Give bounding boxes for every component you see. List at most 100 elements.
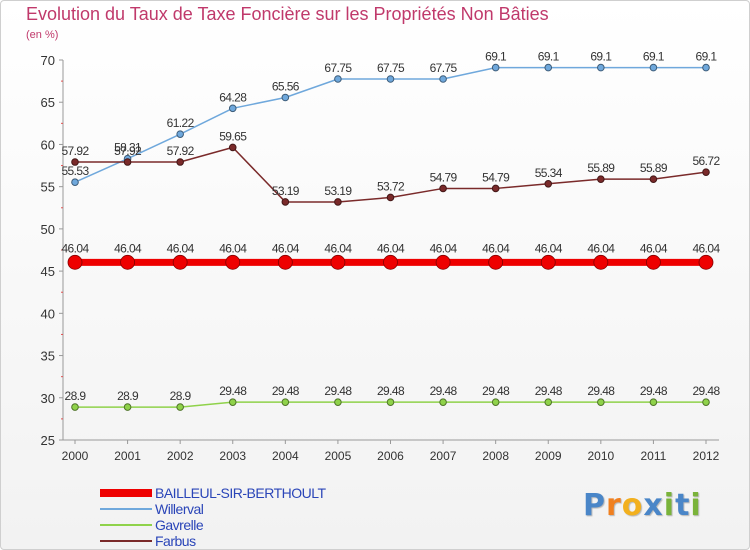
- data-point: [544, 398, 553, 406]
- data-point: [281, 198, 290, 206]
- brand-letter: x: [643, 488, 664, 523]
- data-label: 53.19: [324, 184, 352, 198]
- data-point: [123, 158, 132, 166]
- data-point: [491, 63, 500, 72]
- data-point: [597, 175, 605, 183]
- data-label: 46.04: [482, 241, 510, 255]
- y-tick-label: 50: [41, 222, 55, 237]
- brand-letter: i: [690, 488, 702, 523]
- data-point: [386, 75, 395, 83]
- legend: BAILLEUL-SIR-BERTHOULT Willerval Gavrelle F…: [100, 485, 326, 549]
- data-point: [383, 254, 398, 270]
- data-label: 57.92: [61, 144, 89, 158]
- data-label: 64.28: [219, 90, 247, 104]
- data-label: 29.48: [587, 384, 615, 398]
- data-label: 29.48: [272, 384, 300, 398]
- y-tick-label: 70: [41, 53, 55, 68]
- data-point: [71, 403, 79, 411]
- data-point: [698, 254, 714, 270]
- y-tick-label: 55: [41, 180, 55, 195]
- data-label: 69.1: [485, 50, 507, 64]
- chart-unit: (en %): [26, 29, 59, 41]
- legend-item: Farbus: [100, 533, 326, 549]
- data-point: [176, 130, 184, 138]
- data-label: 46.04: [587, 241, 615, 255]
- data-label: 57.92: [114, 144, 142, 158]
- data-point: [593, 254, 609, 270]
- data-label: 69.1: [696, 50, 718, 64]
- data-point: [172, 254, 188, 270]
- legend-label: Gavrelle: [155, 517, 204, 533]
- data-label: 46.04: [430, 241, 458, 255]
- data-label: 46.04: [219, 241, 247, 255]
- y-tick-label: 30: [41, 391, 55, 406]
- data-point: [334, 75, 342, 83]
- x-tick-label: 2008: [482, 449, 509, 463]
- brand-letter: t: [675, 488, 691, 523]
- data-label: 29.48: [377, 384, 405, 398]
- data-label: 69.1: [590, 50, 612, 64]
- data-point: [228, 104, 237, 113]
- brand-letter: P: [583, 488, 606, 523]
- data-point: [281, 398, 290, 406]
- data-point: [120, 254, 135, 270]
- data-label: 55.53: [61, 164, 89, 178]
- data-label: 53.72: [377, 179, 405, 193]
- data-label: 61.22: [167, 116, 195, 130]
- data-point: [491, 184, 500, 193]
- data-label: 55.89: [640, 161, 668, 175]
- legend-swatch: [100, 524, 152, 526]
- y-tick-label: 45: [41, 264, 55, 279]
- x-tick-label: 2003: [219, 449, 246, 463]
- data-label: 28.9: [117, 389, 139, 403]
- data-label: 46.04: [272, 241, 300, 255]
- data-label: 58.31: [114, 141, 142, 155]
- data-label: 56.72: [692, 154, 720, 168]
- data-label: 46.04: [535, 241, 563, 255]
- data-point: [649, 175, 658, 183]
- data-point: [702, 398, 710, 406]
- data-point: [439, 75, 447, 83]
- data-point: [544, 63, 553, 72]
- data-point: [330, 254, 346, 270]
- legend-label: Farbus: [155, 533, 196, 549]
- data-point: [649, 398, 658, 406]
- x-tick-label: 2011: [641, 449, 667, 463]
- data-label: 46.04: [61, 241, 89, 255]
- data-point: [123, 403, 132, 411]
- data-point: [334, 398, 342, 406]
- y-tick-label: 65: [41, 95, 55, 110]
- brand-letter: o: [621, 488, 644, 523]
- y-tick-label: 25: [41, 433, 55, 448]
- data-label: 29.48: [535, 384, 563, 398]
- data-label: 28.9: [170, 389, 192, 403]
- data-point: [176, 158, 184, 166]
- brand-logo: Proxiti: [583, 488, 702, 523]
- data-label: 67.75: [377, 61, 405, 75]
- legend-item: BAILLEUL-SIR-BERTHOULT: [100, 485, 326, 501]
- x-tick-label: 2010: [587, 449, 614, 463]
- brand-letter: r: [606, 488, 622, 523]
- data-point: [646, 254, 661, 270]
- data-label: 29.48: [219, 384, 247, 398]
- data-label: 69.1: [538, 50, 560, 64]
- data-label: 28.9: [65, 389, 87, 403]
- data-label: 55.89: [587, 161, 615, 175]
- brand-letter: i: [663, 488, 676, 523]
- data-label: 67.75: [324, 61, 352, 75]
- data-label: 65.56: [272, 79, 300, 93]
- data-label: 46.04: [377, 241, 405, 255]
- legend-label: Willerval: [155, 501, 204, 517]
- data-point: [435, 254, 451, 270]
- line-chart: 25 30 35 40 45 50 55 60 65 70 2000 2001 2002 2003 2004…: [41, 50, 722, 463]
- data-label: 29.48: [430, 384, 458, 398]
- data-label: 46.04: [692, 241, 720, 255]
- data-label: 46.04: [167, 241, 195, 255]
- data-label: 46.04: [640, 241, 668, 255]
- data-point: [334, 198, 342, 206]
- y-tick-label: 35: [41, 349, 55, 364]
- data-point: [491, 398, 500, 406]
- data-label: 29.48: [692, 384, 720, 398]
- data-point: [702, 168, 710, 176]
